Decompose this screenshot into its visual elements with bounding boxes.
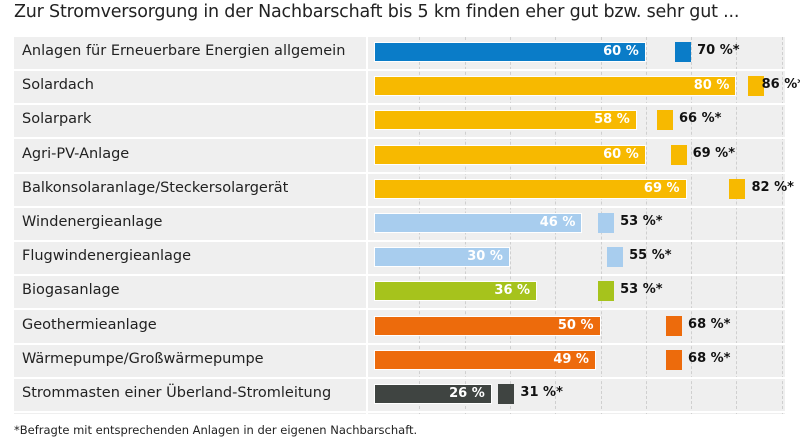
bar: 30 % xyxy=(374,247,510,268)
marker xyxy=(666,349,683,370)
bar: 26 % xyxy=(374,384,492,404)
bar: 49 % xyxy=(374,349,596,370)
marker-value-label: 86 %* xyxy=(761,77,800,93)
footnote: *Befragte mit entsprechenden Anlagen in … xyxy=(14,423,418,437)
gridline xyxy=(645,37,647,414)
bar: 36 % xyxy=(374,281,538,302)
bar-value-label: 26 % xyxy=(449,386,485,401)
category-label: Flugwindenergieanlage xyxy=(22,248,192,265)
marker-value-label: 53 %* xyxy=(620,214,663,229)
bar: 69 % xyxy=(374,178,687,199)
gridline xyxy=(781,37,783,414)
bar-value-label: 60 % xyxy=(603,44,639,59)
chart-row: Strommasten einer Überland-Stromleitung 2… xyxy=(14,379,785,413)
bar-value-label: 30 % xyxy=(467,249,503,265)
marker xyxy=(747,76,764,97)
marker-value-label: 68 %* xyxy=(688,350,731,366)
chart-row: Geothermieanlage 50 % 68 %* xyxy=(14,311,785,345)
chart-row: Solarpark 58 % 66 %* xyxy=(14,105,785,140)
marker-value-label: 69 %* xyxy=(692,145,736,161)
divider xyxy=(366,37,368,414)
bar: 60 % xyxy=(374,42,646,62)
gridline xyxy=(736,37,738,414)
bar-value-label: 50 % xyxy=(557,317,594,333)
bar-value-label: 46 % xyxy=(539,215,576,230)
marker xyxy=(675,42,692,62)
chart-row: Agri-PV-Anlage 60 % 69 %* xyxy=(14,140,785,174)
bar-value-label: 60 % xyxy=(603,146,639,162)
category-label: Biogasanlage xyxy=(22,282,120,299)
bar: 58 % xyxy=(374,110,637,131)
chart-row: Balkonsolaranlage/Steckersolargerät 69 % 8… xyxy=(14,174,794,208)
category-label: Geothermieanlage xyxy=(22,316,157,333)
bar: 46 % xyxy=(374,213,583,233)
marker-value-label: 68 %* xyxy=(688,316,731,332)
category-label: Anlagen für Erneuerbare Energien allgeme… xyxy=(22,43,346,59)
bar-value-label: 69 % xyxy=(643,180,680,196)
marker-value-label: 66 %* xyxy=(678,111,722,127)
chart-row: Solardach 80 % 86 %* xyxy=(14,71,800,106)
chart-row: Anlagen für Erneuerbare Energien allgeme… xyxy=(14,37,785,71)
marker-value-label: 82 %* xyxy=(751,179,794,195)
category-label: Agri-PV-Anlage xyxy=(22,145,130,162)
chart-row: Windenergieanlage 46 % 53 %* xyxy=(14,208,785,242)
chart-row: Biogasanlage 36 % 53 %* xyxy=(14,276,785,311)
marker xyxy=(607,247,624,268)
category-label: Windenergieanlage xyxy=(22,214,163,230)
plot-area: Anlagen für Erneuerbare Energien allgeme… xyxy=(14,37,800,414)
marker xyxy=(598,281,615,302)
bar: 50 % xyxy=(374,315,601,336)
category-label: Balkonsolaranlage/Steckersolargerät xyxy=(22,179,289,196)
marker xyxy=(656,110,673,131)
chart-row: Wärmepumpe/Großwärmepumpe 49 % 68 %* xyxy=(14,345,785,379)
category-label: Wärmepumpe/Großwärmepumpe xyxy=(22,350,264,367)
bar-value-label: 58 % xyxy=(594,112,630,128)
marker-value-label: 55 %* xyxy=(629,248,672,264)
marker xyxy=(498,384,515,404)
bar-value-label: 36 % xyxy=(494,283,531,299)
marker xyxy=(666,315,683,336)
gridline xyxy=(691,37,693,414)
marker-value-label: 53 %* xyxy=(620,282,663,298)
chart-row: Flugwindenergieanlage 30 % 55 %* xyxy=(14,242,785,277)
marker xyxy=(670,144,687,165)
marker-value-label: 70 %* xyxy=(697,43,740,58)
bar: 60 % xyxy=(374,144,646,165)
bar-value-label: 80 % xyxy=(693,78,730,94)
category-label: Strommasten einer Überland-Stromleitung xyxy=(22,385,332,401)
category-label: Solarpark xyxy=(22,111,92,128)
bar-value-label: 49 % xyxy=(553,351,589,367)
chart-title: Zur Stromversorgung in der Nachbarschaft… xyxy=(14,2,740,22)
marker xyxy=(729,178,746,199)
category-label: Solardach xyxy=(22,77,94,94)
marker xyxy=(598,213,615,233)
bar: 80 % xyxy=(374,76,737,97)
marker-value-label: 31 %* xyxy=(520,385,563,400)
